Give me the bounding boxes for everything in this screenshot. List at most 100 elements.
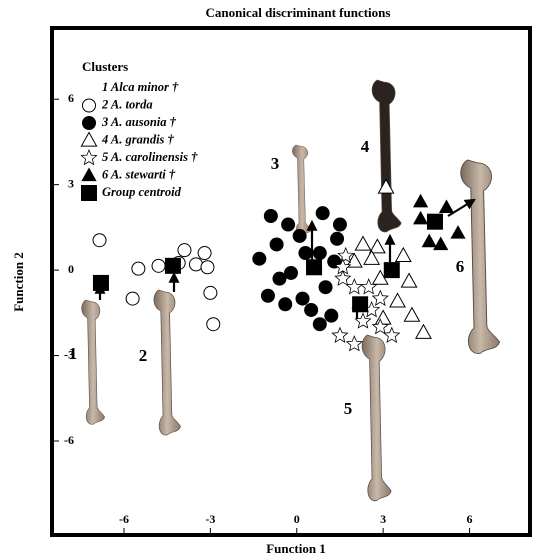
legend-title: Clusters — [82, 59, 128, 74]
legend-label: 4 A. grandis † — [101, 132, 175, 146]
bone-image — [292, 144, 313, 235]
chart-title: Canonical discriminant functions — [206, 5, 391, 20]
point — [433, 236, 449, 251]
y-tick-label: 3 — [68, 176, 74, 190]
point — [82, 98, 96, 113]
point — [80, 148, 98, 166]
x-tick-label: -6 — [119, 512, 129, 526]
bone-image — [460, 159, 501, 354]
point — [360, 278, 378, 295]
x-tick-label: 3 — [380, 512, 386, 526]
point — [345, 335, 363, 352]
point — [203, 285, 218, 300]
point — [330, 231, 345, 246]
y-tick-label: -3 — [64, 347, 74, 361]
point — [284, 265, 298, 280]
point — [331, 326, 349, 343]
point — [92, 233, 107, 248]
point — [269, 237, 284, 252]
point — [298, 246, 313, 261]
y-tick-label: 6 — [68, 91, 74, 105]
centroid — [164, 257, 181, 274]
point — [312, 246, 327, 261]
legend-label: 1 Alca minor † — [102, 80, 179, 94]
point — [400, 272, 418, 288]
bone-label: 1 — [69, 344, 78, 363]
x-tick-label: 0 — [294, 512, 300, 526]
point — [334, 269, 352, 286]
bone-label: 2 — [139, 346, 148, 365]
point — [412, 193, 429, 208]
point — [412, 210, 429, 225]
point — [421, 233, 437, 248]
point — [131, 261, 146, 276]
point — [324, 308, 339, 323]
centroid — [81, 185, 97, 201]
y-axis-label: Function 2 — [11, 252, 26, 312]
legend-label: Group centroid — [102, 185, 182, 199]
point — [415, 323, 432, 339]
centroid — [92, 274, 109, 291]
centroid — [426, 213, 443, 230]
point — [377, 178, 395, 194]
bone-label: 4 — [361, 137, 370, 156]
point — [383, 326, 401, 343]
point — [188, 257, 203, 272]
point — [125, 291, 140, 306]
x-tick-label: 6 — [467, 512, 473, 526]
bone-label: 6 — [456, 257, 465, 276]
point — [80, 131, 98, 147]
centroid — [352, 296, 369, 313]
point — [263, 208, 278, 223]
point — [403, 306, 421, 322]
bone-image — [361, 334, 392, 502]
arrow — [447, 198, 476, 217]
legend-label: 3 A. ausonia † — [101, 115, 177, 129]
point — [318, 280, 333, 295]
point — [368, 238, 386, 254]
legend-label: 5 A. carolinensis † — [102, 150, 198, 164]
point — [337, 246, 355, 264]
bone-image — [371, 79, 402, 233]
point — [272, 271, 287, 286]
point — [206, 317, 221, 332]
point — [281, 217, 296, 232]
point — [82, 116, 96, 130]
legend-label: 6 A. stewarti † — [102, 167, 176, 181]
centroid — [383, 262, 400, 279]
point — [81, 167, 97, 182]
bone-label: 5 — [344, 399, 353, 418]
point — [371, 289, 389, 306]
y-tick-label: 0 — [68, 262, 74, 276]
point — [151, 258, 166, 273]
bone-image — [153, 289, 181, 436]
legend-label: 2 A. torda — [101, 97, 153, 111]
point — [332, 217, 347, 232]
point — [252, 251, 267, 266]
point — [389, 292, 406, 308]
point — [197, 246, 212, 261]
point — [438, 199, 455, 214]
point — [200, 260, 215, 275]
point — [450, 225, 466, 239]
point — [295, 291, 310, 306]
point — [371, 318, 389, 335]
point — [394, 246, 412, 262]
point — [374, 309, 392, 325]
point — [177, 243, 192, 258]
point — [304, 302, 319, 317]
bone-image — [81, 299, 106, 425]
point — [354, 235, 372, 251]
point — [334, 258, 352, 275]
point — [312, 317, 327, 332]
point — [278, 297, 293, 312]
x-axis-label: Function 1 — [266, 541, 326, 556]
y-tick-label: -6 — [64, 433, 74, 447]
point — [315, 206, 330, 221]
centroid — [306, 259, 323, 276]
point — [292, 228, 307, 243]
point — [260, 288, 275, 303]
point — [363, 249, 381, 265]
plot-frame — [50, 26, 532, 537]
